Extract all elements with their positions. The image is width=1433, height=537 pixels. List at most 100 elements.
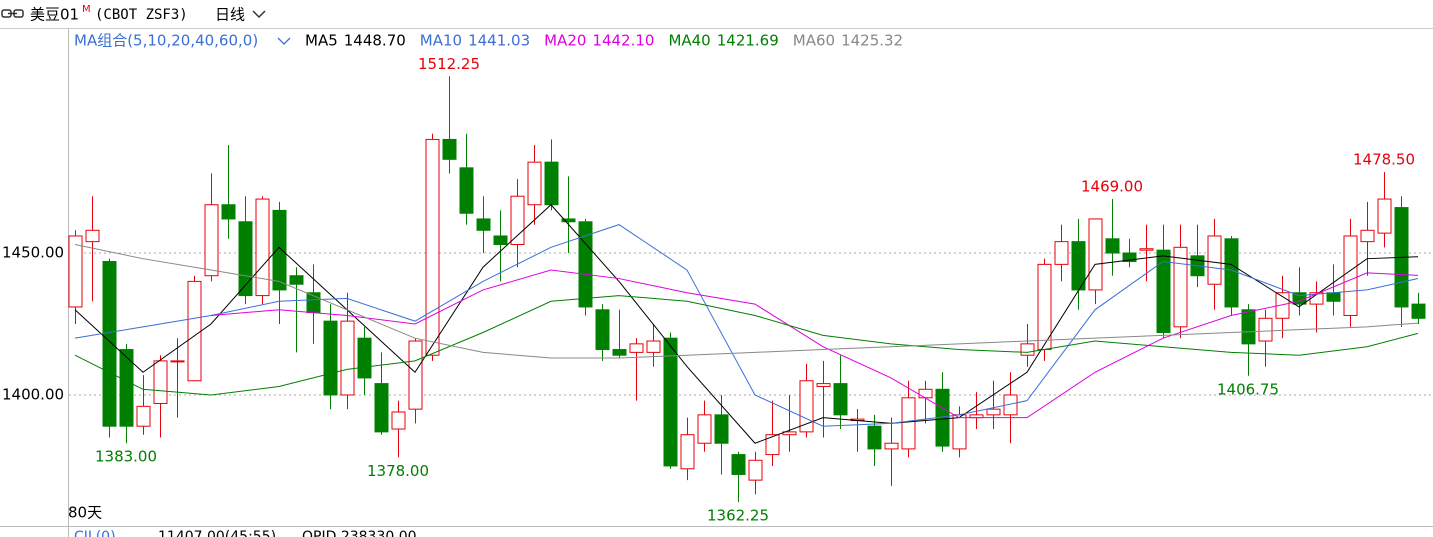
extreme-label: 1512.25 <box>418 55 480 73</box>
indicator-value: OPID 238330.00 <box>302 529 417 537</box>
symbol-mark: M <box>82 4 91 15</box>
ma-line <box>74 295 1419 396</box>
candle-body <box>1309 292 1324 305</box>
candle-body <box>1224 238 1239 308</box>
legend-name: MA5 <box>305 32 338 50</box>
ma-line <box>210 269 1419 419</box>
candle-body <box>782 431 797 436</box>
indicator-value: 11407.00(45:55) <box>158 529 276 537</box>
candle-body <box>612 349 627 356</box>
candle-body <box>884 442 899 450</box>
candle-body <box>85 229 100 243</box>
candle-body <box>1360 229 1375 243</box>
candle-body <box>1156 249 1171 334</box>
candle-body <box>476 218 491 231</box>
candle-body <box>187 280 202 382</box>
legend-value: 1441.03 <box>468 32 530 50</box>
candle-body <box>816 383 831 387</box>
candle-body <box>1173 246 1188 328</box>
legend-value: 1421.69 <box>717 32 779 50</box>
candle-body <box>493 235 508 245</box>
candle-body <box>255 198 270 297</box>
candle-body <box>867 425 882 450</box>
candle-body <box>323 320 338 396</box>
candle-body <box>1088 218 1103 291</box>
legend-title[interactable]: MA组合(5,10,20,40,60,0) <box>74 32 258 50</box>
candle-body <box>1105 238 1120 254</box>
y-tick-label: 1400.00 <box>2 385 64 403</box>
legend-name: MA60 <box>793 32 835 50</box>
candle-body <box>425 138 440 356</box>
candle-body <box>901 397 916 450</box>
candle-body <box>1139 248 1154 251</box>
candle-body <box>1207 235 1222 285</box>
candle-body <box>952 414 967 450</box>
candle-body <box>374 383 389 433</box>
candle-body <box>1122 252 1137 263</box>
candle-body <box>1343 235 1358 316</box>
candle-body <box>1411 303 1426 319</box>
candle-body <box>1003 394 1018 416</box>
candle-body <box>1326 292 1341 302</box>
candle-body <box>918 388 933 399</box>
candle-body <box>340 320 355 396</box>
candle-body <box>442 138 457 160</box>
candle-body <box>986 408 1001 416</box>
candle-body <box>204 204 219 277</box>
candle-body <box>221 204 236 220</box>
candle-body <box>459 167 474 214</box>
legend-value: 1448.70 <box>344 32 406 50</box>
legend-arrow[interactable] <box>277 37 291 45</box>
y-tick-label: 1450.00 <box>2 244 64 262</box>
link-icon <box>1 9 24 18</box>
candle-body <box>561 218 576 223</box>
ma-line <box>74 224 1419 427</box>
candle-body <box>544 161 559 206</box>
ma-line <box>74 204 1419 444</box>
ma-line <box>74 243 1419 359</box>
candle-body <box>1020 343 1035 356</box>
legend-name: MA20 <box>544 32 586 50</box>
candle-body <box>680 434 695 470</box>
candle-body <box>765 434 780 456</box>
candle-body <box>748 459 763 481</box>
candle-body <box>697 414 712 444</box>
candle-body <box>102 261 117 427</box>
indicator: CJL(0) <box>74 529 116 537</box>
extreme-label: 1469.00 <box>1081 178 1143 196</box>
candle-body <box>1258 317 1273 342</box>
candle-body <box>357 337 372 379</box>
candle-body <box>408 340 423 410</box>
candle-body <box>714 414 729 444</box>
period-select[interactable]: 日线 <box>215 6 245 24</box>
candle-body <box>663 337 678 467</box>
candle-body <box>595 309 610 351</box>
candle-body <box>136 405 151 427</box>
legend-value: 1442.10 <box>592 32 654 50</box>
candle-body <box>1241 309 1256 345</box>
candle-body <box>272 209 287 291</box>
symbol: 美豆01 <box>30 6 79 24</box>
candle-body <box>68 235 83 308</box>
period-label: 80天 <box>68 504 102 522</box>
candle-body <box>578 221 593 308</box>
candle-body <box>289 275 304 285</box>
candle-body <box>170 360 185 363</box>
extreme-label: 1406.75 <box>1217 380 1279 398</box>
legend-name: MA40 <box>668 32 710 50</box>
candle-body <box>510 195 525 245</box>
candle-body <box>731 454 746 475</box>
candle-body <box>833 383 848 416</box>
extreme-label: 1362.25 <box>707 507 769 525</box>
candle-body <box>119 349 134 427</box>
symbol-code: (CBOT ZSF3) <box>95 7 188 23</box>
candle-body <box>799 380 814 433</box>
extreme-label: 1383.00 <box>95 448 157 466</box>
candle-body <box>391 411 406 430</box>
legend-name: MA10 <box>420 32 462 50</box>
legend-value: 1425.32 <box>841 32 903 50</box>
dropdown-arrow[interactable] <box>252 10 266 19</box>
candle-body <box>629 343 644 353</box>
candle-body <box>1377 198 1392 234</box>
